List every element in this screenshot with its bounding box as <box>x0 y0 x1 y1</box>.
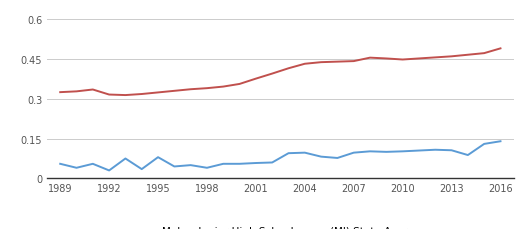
Malow Junior High School <box>286 152 292 155</box>
Malow Junior High School <box>138 168 145 171</box>
(MI) State Average <box>73 91 80 93</box>
(MI) State Average <box>106 94 112 96</box>
(MI) State Average <box>367 57 373 60</box>
Malow Junior High School <box>432 149 439 151</box>
Malow Junior High School <box>220 163 226 166</box>
Malow Junior High School <box>318 155 324 158</box>
(MI) State Average <box>90 89 96 91</box>
(MI) State Average <box>204 87 210 90</box>
Malow Junior High School <box>497 140 504 143</box>
Malow Junior High School <box>122 157 128 160</box>
Malow Junior High School <box>302 152 308 154</box>
(MI) State Average <box>351 60 357 63</box>
(MI) State Average <box>188 88 194 91</box>
Malow Junior High School <box>334 157 341 160</box>
(MI) State Average <box>399 59 406 62</box>
(MI) State Average <box>269 73 275 76</box>
(MI) State Average <box>497 48 504 51</box>
(MI) State Average <box>334 61 341 64</box>
(MI) State Average <box>122 94 128 97</box>
Malow Junior High School <box>351 152 357 154</box>
Malow Junior High School <box>106 169 112 172</box>
(MI) State Average <box>383 58 389 60</box>
(MI) State Average <box>449 56 455 58</box>
(MI) State Average <box>465 54 471 57</box>
Malow Junior High School <box>367 150 373 153</box>
Malow Junior High School <box>416 150 422 152</box>
Malow Junior High School <box>90 163 96 166</box>
Malow Junior High School <box>73 167 80 169</box>
(MI) State Average <box>302 63 308 66</box>
Malow Junior High School <box>171 165 178 168</box>
(MI) State Average <box>253 78 259 81</box>
(MI) State Average <box>432 57 439 60</box>
(MI) State Average <box>220 86 226 89</box>
Malow Junior High School <box>399 150 406 153</box>
(MI) State Average <box>416 58 422 60</box>
Malow Junior High School <box>155 156 161 159</box>
(MI) State Average <box>171 90 178 93</box>
(MI) State Average <box>138 93 145 96</box>
Legend: Malow Junior High School, (MI) State Average: Malow Junior High School, (MI) State Ave… <box>130 222 431 229</box>
Malow Junior High School <box>449 149 455 152</box>
Malow Junior High School <box>57 163 63 166</box>
Malow Junior High School <box>481 143 487 146</box>
(MI) State Average <box>286 68 292 70</box>
(MI) State Average <box>318 62 324 64</box>
(MI) State Average <box>481 52 487 55</box>
(MI) State Average <box>57 91 63 94</box>
Line: (MI) State Average: (MI) State Average <box>60 49 500 96</box>
Malow Junior High School <box>188 164 194 167</box>
(MI) State Average <box>155 92 161 94</box>
Malow Junior High School <box>465 154 471 157</box>
Malow Junior High School <box>269 161 275 164</box>
Malow Junior High School <box>236 163 243 166</box>
Malow Junior High School <box>204 167 210 169</box>
(MI) State Average <box>236 83 243 86</box>
Line: Malow Junior High School: Malow Junior High School <box>60 142 500 171</box>
Malow Junior High School <box>383 151 389 154</box>
Malow Junior High School <box>253 162 259 165</box>
